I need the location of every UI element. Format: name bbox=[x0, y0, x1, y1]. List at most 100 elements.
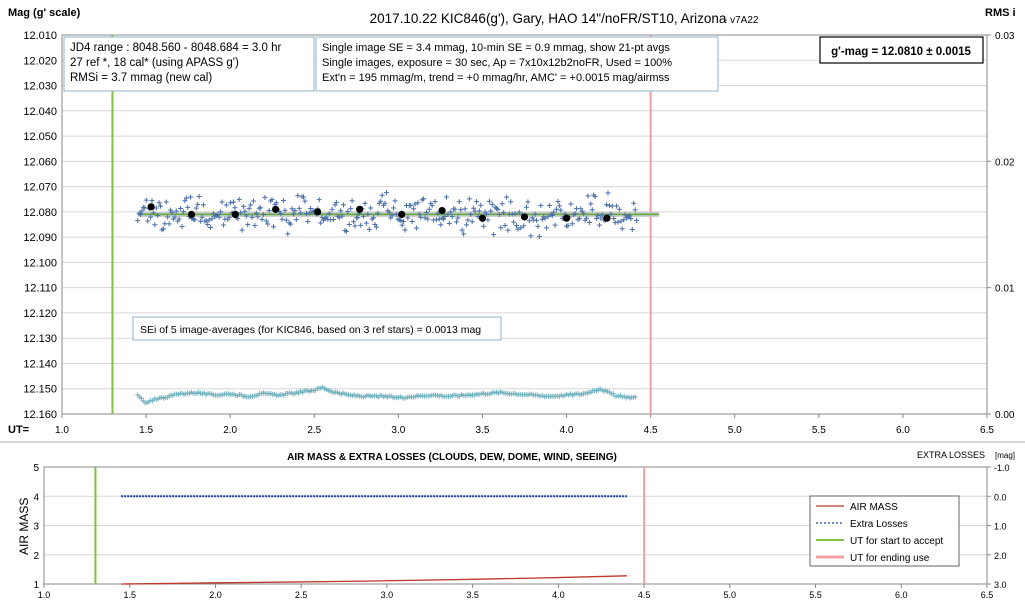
single-image-point bbox=[538, 202, 544, 208]
single-image-point bbox=[526, 218, 532, 224]
legend: AIR MASS Extra Losses UT for start to acce… bbox=[809, 495, 960, 567]
x-tick-label: 3.0 bbox=[381, 590, 394, 600]
single-image-point bbox=[435, 210, 441, 216]
y-tick-label: 12.090 bbox=[23, 232, 57, 244]
single-image-point bbox=[525, 199, 531, 205]
single-image-point bbox=[331, 216, 337, 222]
y2-tick-label: 0.0 bbox=[994, 492, 1007, 502]
x-tick-label: 2.5 bbox=[295, 590, 308, 600]
single-image-point bbox=[556, 203, 562, 209]
single-image-point bbox=[626, 213, 632, 219]
single-image-point bbox=[521, 223, 527, 229]
single-image-point bbox=[558, 207, 564, 213]
single-image-point bbox=[210, 211, 216, 217]
x-tick-label: 6.0 bbox=[896, 425, 910, 436]
single-image-point bbox=[230, 199, 236, 205]
legend-item: Extra Losses bbox=[850, 519, 908, 530]
single-image-point bbox=[491, 232, 497, 238]
single-image-point bbox=[375, 210, 381, 216]
sei-note: SEi of 5 image-averages (for KIC846, bas… bbox=[140, 324, 481, 336]
x-tick-label: 2.0 bbox=[209, 590, 222, 600]
single-image-point bbox=[528, 233, 534, 239]
single-image-point bbox=[471, 205, 477, 211]
single-image-point bbox=[508, 199, 514, 205]
average-point bbox=[562, 214, 571, 222]
single-image-point bbox=[379, 192, 385, 198]
average-point bbox=[478, 214, 487, 222]
single-image-point bbox=[436, 216, 442, 222]
single-image-point bbox=[236, 196, 242, 202]
y2-tick-label: 3.0 bbox=[994, 580, 1007, 590]
single-image-point bbox=[441, 216, 447, 222]
single-image-point bbox=[208, 225, 214, 231]
air-mass-line bbox=[121, 575, 627, 585]
single-image-points bbox=[135, 190, 640, 240]
x-tick-label: 4.5 bbox=[638, 590, 651, 600]
single-image-point bbox=[248, 202, 254, 208]
single-image-point bbox=[373, 224, 379, 230]
single-image-point bbox=[223, 202, 229, 208]
single-image-point bbox=[511, 219, 517, 225]
y2-axis-label: RMS i bbox=[985, 7, 1016, 19]
single-image-point bbox=[608, 211, 614, 217]
single-image-point bbox=[588, 201, 594, 207]
single-image-point bbox=[604, 202, 610, 208]
single-image-point bbox=[285, 231, 291, 237]
single-image-point bbox=[196, 193, 202, 199]
y-tick-label: 12.100 bbox=[23, 257, 57, 269]
single-image-point bbox=[263, 218, 269, 224]
single-image-point bbox=[179, 224, 185, 230]
single-image-point bbox=[220, 222, 226, 228]
single-image-point bbox=[255, 214, 261, 220]
single-image-point bbox=[565, 223, 571, 229]
single-image-point bbox=[200, 202, 206, 208]
single-image-point bbox=[348, 206, 354, 212]
single-image-point bbox=[250, 198, 256, 204]
average-point bbox=[271, 205, 280, 213]
rms-point bbox=[632, 394, 638, 400]
single-image-point bbox=[388, 215, 394, 221]
single-image-point bbox=[182, 198, 188, 204]
plot-frame bbox=[43, 466, 988, 585]
single-image-point bbox=[355, 215, 361, 221]
single-image-point bbox=[305, 218, 311, 224]
y-axis-label: Mag (g' scale) bbox=[8, 7, 81, 19]
y-tick-label: 12.050 bbox=[23, 131, 57, 143]
single-image-point bbox=[265, 221, 271, 227]
single-image-point bbox=[481, 223, 487, 229]
single-image-point bbox=[145, 218, 151, 224]
single-image-point bbox=[489, 201, 495, 207]
single-image-point bbox=[266, 208, 272, 214]
single-image-point bbox=[398, 218, 404, 224]
single-image-point bbox=[572, 211, 578, 217]
single-image-point bbox=[516, 209, 522, 215]
single-image-point bbox=[308, 205, 314, 211]
info-box-mid: Single image SE = 3.4 mmag, 10-min SE = … bbox=[315, 36, 719, 92]
single-image-point bbox=[535, 223, 541, 229]
single-image-point bbox=[611, 216, 617, 222]
average-point bbox=[438, 207, 446, 215]
single-image-point bbox=[205, 222, 211, 228]
chart-title: 2017.10.22 KIC846(g'), Gary, HAO 14"/noF… bbox=[370, 11, 727, 26]
bottom-panel: AIR MASS & EXTRA LOSSES (CLOUDS, DEW, DO… bbox=[0, 441, 1025, 600]
single-image-point bbox=[172, 214, 178, 220]
y-tick-label: 2 bbox=[33, 551, 39, 562]
chart-version: - v7A22 bbox=[724, 15, 759, 26]
single-image-point bbox=[345, 209, 351, 215]
single-image-point bbox=[425, 216, 431, 222]
single-image-point bbox=[298, 210, 304, 216]
x-tick-label: 1.5 bbox=[139, 425, 153, 436]
single-image-point bbox=[209, 216, 215, 222]
single-image-point bbox=[581, 211, 587, 217]
single-image-point bbox=[485, 217, 491, 223]
single-image-point bbox=[291, 211, 297, 217]
single-image-point bbox=[569, 221, 575, 227]
y-tick-label: 12.030 bbox=[23, 81, 57, 93]
y-tick-label: 3 bbox=[33, 522, 39, 533]
single-image-point bbox=[228, 200, 234, 206]
single-image-point bbox=[166, 221, 172, 227]
bottom-y-axis-label: AIR MASS bbox=[17, 498, 31, 555]
y-tick-label: 1 bbox=[33, 580, 39, 591]
legend-frame bbox=[809, 495, 960, 567]
